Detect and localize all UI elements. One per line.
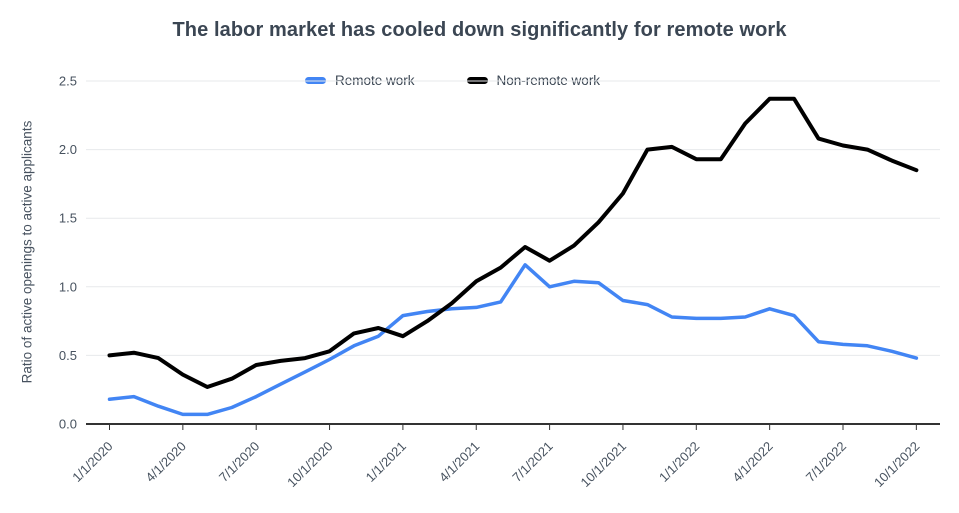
x-tick-label-7/1/2021: 7/1/2021: [509, 439, 555, 485]
y-tick-label-0.5: 0.5: [59, 348, 77, 363]
x-tick-label-1/1/2020: 1/1/2020: [69, 439, 115, 485]
y-tick-label-0.0: 0.0: [59, 417, 77, 432]
y-tick-label-2.5: 2.5: [59, 74, 77, 89]
non-remote-work-line: [107, 96, 919, 389]
y-tick-label-2.0: 2.0: [59, 142, 77, 157]
x-tick-label-10/1/2021: 10/1/2021: [578, 439, 630, 491]
x-tick-label-1/1/2022: 1/1/2022: [656, 439, 702, 485]
chart-title: The labor market has cooled down signifi…: [172, 19, 787, 41]
x-tick-label-4/1/2022: 4/1/2022: [729, 439, 775, 485]
x-tick-label-4/1/2021: 4/1/2021: [436, 439, 482, 485]
x-tick-label-7/1/2020: 7/1/2020: [216, 439, 262, 485]
x-tick-label-1/1/2021: 1/1/2021: [363, 439, 409, 485]
y-tick-label-1.0: 1.0: [59, 279, 77, 294]
x-tick-label-4/1/2020: 4/1/2020: [143, 439, 189, 485]
remote-work-line: [107, 263, 919, 417]
x-tick-label-10/1/2020: 10/1/2020: [284, 439, 336, 491]
x-tick-label-10/1/2022: 10/1/2022: [871, 439, 923, 491]
y-tick-label-1.5: 1.5: [59, 211, 77, 226]
x-tick-label-7/1/2022: 7/1/2022: [803, 439, 849, 485]
